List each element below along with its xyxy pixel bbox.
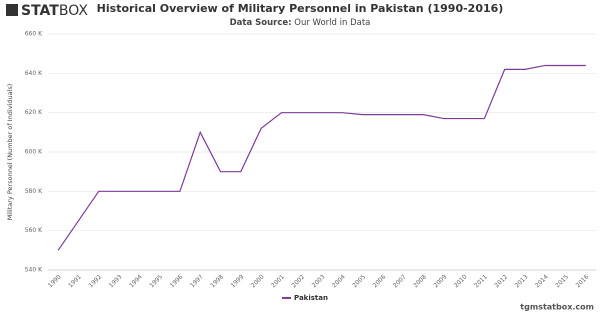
y-tick-label: 580 K bbox=[25, 188, 43, 195]
footer: tgmstatbox.com bbox=[520, 303, 594, 312]
x-tick-label: 2002 bbox=[290, 273, 306, 289]
x-tick-label: 1998 bbox=[209, 273, 225, 289]
source-label: Data Source: bbox=[230, 18, 292, 28]
y-tick-label: 620 K bbox=[25, 109, 43, 116]
x-tick-label: 1994 bbox=[128, 273, 144, 289]
x-tick-label: 2006 bbox=[372, 273, 388, 289]
x-tick-label: 2003 bbox=[311, 273, 327, 289]
x-tick-label: 2015 bbox=[554, 273, 570, 289]
x-tick-label: 2005 bbox=[351, 273, 367, 289]
source: Our World in Data bbox=[294, 18, 370, 28]
y-tick-label: 660 K bbox=[25, 31, 43, 38]
x-tick-label: 1991 bbox=[67, 273, 83, 289]
logo-icon bbox=[6, 4, 18, 16]
x-tick-label: 2013 bbox=[514, 273, 530, 289]
subtitle: Data Source: Our World in Data bbox=[230, 18, 371, 28]
y-tick-label: 600 K bbox=[25, 149, 43, 156]
x-tick-label: 2007 bbox=[392, 273, 408, 289]
logo-text: STATBOX bbox=[21, 3, 88, 19]
x-tick-label: 2004 bbox=[331, 273, 347, 289]
x-tick-label: 1999 bbox=[230, 273, 246, 289]
x-tick-label: 2012 bbox=[493, 273, 509, 289]
x-tick-label: 2016 bbox=[575, 273, 591, 289]
x-tick-label: 1993 bbox=[108, 273, 124, 289]
x-tick-label: 1992 bbox=[87, 273, 103, 289]
y-axis-label: Military Personnel (Number of Individual… bbox=[6, 84, 14, 221]
line bbox=[57, 64, 586, 251]
y-tick-label: 640 K bbox=[25, 70, 43, 77]
x-tick-label: 1996 bbox=[169, 273, 185, 289]
y-tick-label: 560 K bbox=[25, 227, 43, 234]
x-tick-label: 1997 bbox=[189, 273, 205, 289]
x-tick-label: 2001 bbox=[270, 273, 286, 289]
logo: STATBOX bbox=[6, 3, 88, 19]
x-tick-label: 2008 bbox=[412, 273, 428, 289]
x-tick-label: 2011 bbox=[473, 273, 489, 289]
x-tick-label: 1990 bbox=[47, 273, 63, 289]
x-tick-label: 2000 bbox=[250, 273, 266, 289]
x-tick-label: 2010 bbox=[453, 273, 469, 289]
chart-title: Historical Overview of Military Personne… bbox=[97, 2, 504, 15]
logo-light: BOX bbox=[59, 3, 88, 19]
x-tick-label: 2009 bbox=[432, 273, 448, 289]
logo-bold: STAT bbox=[21, 3, 59, 19]
x-tick-label: 1995 bbox=[148, 273, 164, 289]
y-tick-label: 540 K bbox=[25, 267, 43, 274]
legend-label: Pakistan bbox=[294, 294, 328, 302]
x-tick-label: 2014 bbox=[534, 273, 550, 289]
